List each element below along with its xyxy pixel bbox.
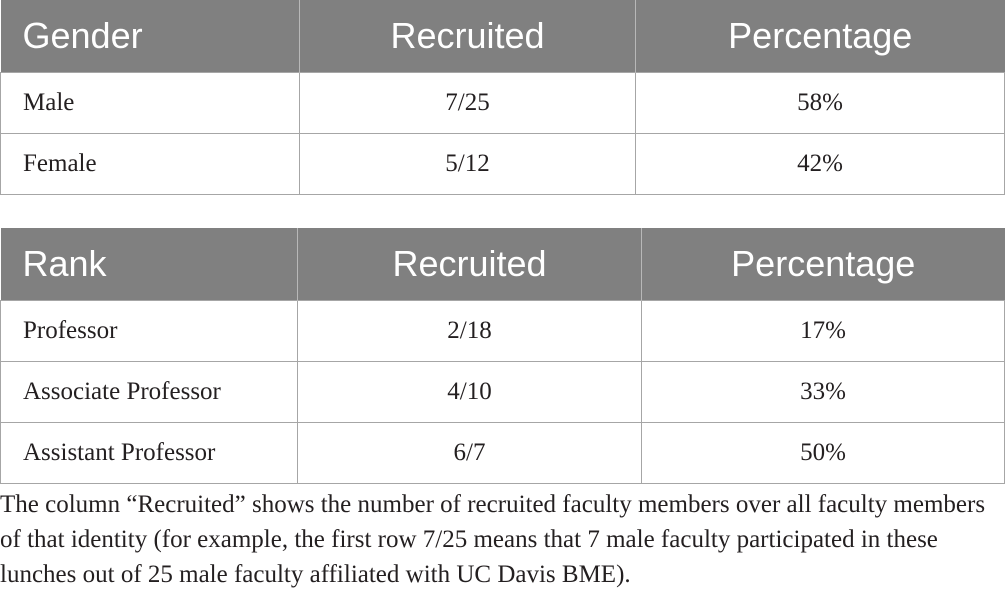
percentage-cell: 33%	[641, 361, 1005, 423]
percentage-cell: 50%	[641, 422, 1005, 484]
percentage-cell: 17%	[641, 300, 1005, 362]
rank-table-header-row: Rank Recruited Percentage	[0, 228, 1005, 301]
percentage-cell: 42%	[635, 133, 1005, 195]
table-row: Assistant Professor 6/7 50%	[0, 422, 1005, 484]
header-recruited: Recruited	[297, 228, 642, 301]
recruited-cell: 2/18	[297, 300, 642, 362]
header-gender: Gender	[0, 0, 300, 73]
header-rank: Rank	[0, 228, 298, 301]
header-percentage: Percentage	[641, 228, 1005, 301]
recruited-cell: 4/10	[297, 361, 642, 423]
recruited-cell: 5/12	[299, 133, 636, 195]
percentage-cell: 58%	[635, 72, 1005, 134]
rank-cell: Associate Professor	[0, 361, 298, 423]
gender-table: Gender Recruited Percentage Male 7/25 58…	[0, 0, 1005, 195]
gender-cell: Male	[0, 72, 300, 134]
rank-table: Rank Recruited Percentage Professor 2/18…	[0, 228, 1005, 484]
gender-table-header-row: Gender Recruited Percentage	[0, 0, 1005, 73]
table-footnote: The column “Recruited” shows the number …	[0, 491, 986, 588]
table-row: Female 5/12 42%	[0, 133, 1005, 195]
table-row: Professor 2/18 17%	[0, 300, 1005, 362]
header-recruited: Recruited	[299, 0, 636, 73]
header-percentage: Percentage	[635, 0, 1005, 73]
recruited-cell: 6/7	[297, 422, 642, 484]
recruited-cell: 7/25	[299, 72, 636, 134]
rank-cell: Professor	[0, 300, 298, 362]
table-row: Associate Professor 4/10 33%	[0, 361, 1005, 423]
rank-cell: Assistant Professor	[0, 422, 298, 484]
table-row: Male 7/25 58%	[0, 72, 1005, 134]
gender-cell: Female	[0, 133, 300, 195]
